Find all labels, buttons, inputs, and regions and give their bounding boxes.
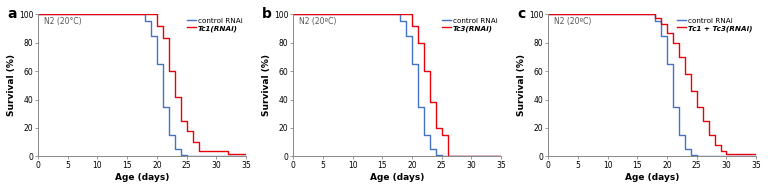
Y-axis label: Survival (%): Survival (%) (517, 54, 526, 116)
X-axis label: Age (days): Age (days) (115, 173, 169, 182)
Legend: control RNAi, Tc1(RNAi): control RNAi, Tc1(RNAi) (187, 18, 243, 32)
X-axis label: Age (days): Age (days) (625, 173, 680, 182)
Text: c: c (517, 7, 525, 21)
Legend: control RNAi, Tc1 + Tc3(RNAi): control RNAi, Tc1 + Tc3(RNAi) (677, 18, 753, 32)
Y-axis label: Survival (%): Survival (%) (7, 54, 16, 116)
Text: N2 (20°C): N2 (20°C) (45, 17, 82, 26)
X-axis label: Age (days): Age (days) (370, 173, 424, 182)
Text: a: a (7, 7, 16, 21)
Text: N2 (20ºC): N2 (20ºC) (300, 17, 337, 26)
Text: b: b (262, 7, 272, 21)
Legend: control RNAi, Tc3(RNAi): control RNAi, Tc3(RNAi) (442, 18, 498, 32)
Y-axis label: Survival (%): Survival (%) (262, 54, 271, 116)
Text: N2 (20ºC): N2 (20ºC) (554, 17, 592, 26)
